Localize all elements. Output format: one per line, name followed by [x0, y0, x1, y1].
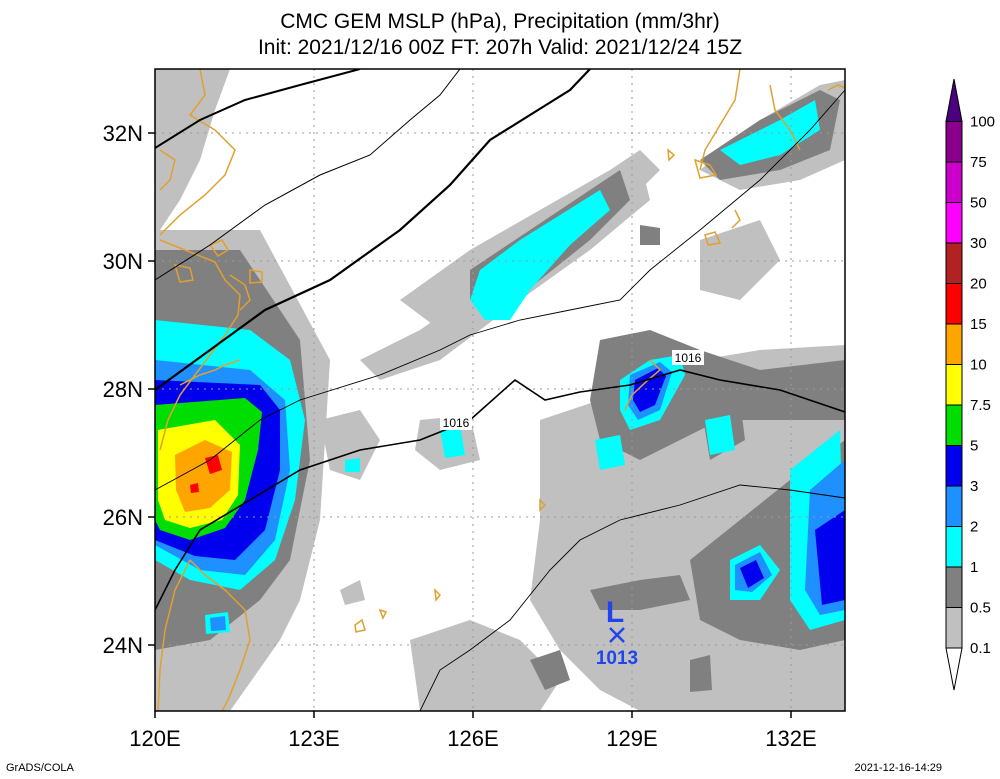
isobar-label: 1016 [443, 416, 470, 430]
colorbar-box [945, 566, 963, 608]
colorbar-level-label: 7.5 [970, 397, 991, 414]
colorbar-box [945, 242, 963, 284]
colorbar: 0.1 0.5 1 2 3 5 7.5 10 15 20 30 50 75 100 [945, 78, 995, 691]
colorbar-labels: 0.1 0.5 1 2 3 5 7.5 10 15 20 30 50 75 100 [970, 114, 995, 658]
lat-tick-label: 28N [103, 377, 143, 402]
map-grid [155, 69, 845, 711]
colorbar-low-arrow [945, 647, 963, 691]
colorbar-level-label: 10 [970, 357, 987, 374]
colorbar-level-label: 50 [970, 195, 987, 212]
colorbar-box [945, 202, 963, 244]
colorbar-high-arrow [945, 78, 963, 122]
lon-tick-label: 120E [129, 726, 180, 751]
lon-tick-label: 126E [447, 726, 498, 751]
colorbar-level-label: 3 [970, 478, 978, 495]
colorbar-box [945, 485, 963, 527]
colorbar-level-label: 100 [970, 114, 995, 131]
low-center-cross-icon [609, 627, 625, 643]
colorbar-level-label: 0.1 [970, 640, 991, 657]
isobar-label: 1016 [675, 351, 702, 365]
low-pressure-value: 1013 [596, 648, 638, 669]
colorbar-level-label: 20 [970, 276, 987, 293]
colorbar-box [945, 364, 963, 406]
map-title-line1: CMC GEM MSLP (hPa), Precipitation (mm/3h… [280, 10, 720, 33]
isobar-label-group: 1016 1016 [440, 350, 704, 430]
colorbar-level-label: 75 [970, 154, 987, 171]
colorbar-level-label: 30 [970, 235, 987, 252]
colorbar-level-label: 2 [970, 519, 978, 536]
low-pressure-center: L 1013 [596, 596, 638, 669]
colorbar-level-label: 1 [970, 559, 978, 576]
colorbar-box [945, 607, 963, 649]
low-pressure-symbol: L [606, 596, 624, 629]
colorbar-box [945, 161, 963, 203]
colorbar-box [945, 323, 963, 365]
lat-tick-label: 24N [103, 633, 143, 658]
lon-tick-label: 123E [288, 726, 339, 751]
footer-timestamp: 2021-12-16-14:29 [854, 762, 942, 774]
colorbar-level-label: 0.5 [970, 600, 991, 617]
lat-tick-label: 30N [103, 249, 143, 274]
map-title-line2: Init: 2021/12/16 00Z FT: 207h Valid: 202… [257, 36, 743, 59]
coastlines [157, 69, 845, 711]
colorbar-box [945, 121, 963, 163]
isobars [155, 69, 845, 711]
footer-software-credit: GrADS/COLA [6, 762, 74, 774]
colorbar-level-label: 15 [970, 316, 987, 333]
colorbar-box [945, 526, 963, 568]
map-plot-area: 1016 1016 L 1013 [155, 69, 845, 711]
lat-tick-label: 32N [103, 121, 143, 146]
colorbar-boxes [945, 78, 963, 649]
axis-ticks [148, 132, 792, 718]
colorbar-level-label: 5 [970, 438, 978, 455]
axis-labels: 120E 123E 126E 129E 132E 24N 26N 28N 30N… [103, 121, 817, 751]
lon-tick-label: 129E [606, 726, 657, 751]
precip-15mm-areas [190, 455, 222, 493]
colorbar-box [945, 404, 963, 446]
lat-tick-label: 26N [103, 505, 143, 530]
lon-tick-label: 132E [765, 726, 816, 751]
map-frame [154, 68, 846, 712]
colorbar-box [945, 445, 963, 487]
colorbar-box [945, 283, 963, 325]
